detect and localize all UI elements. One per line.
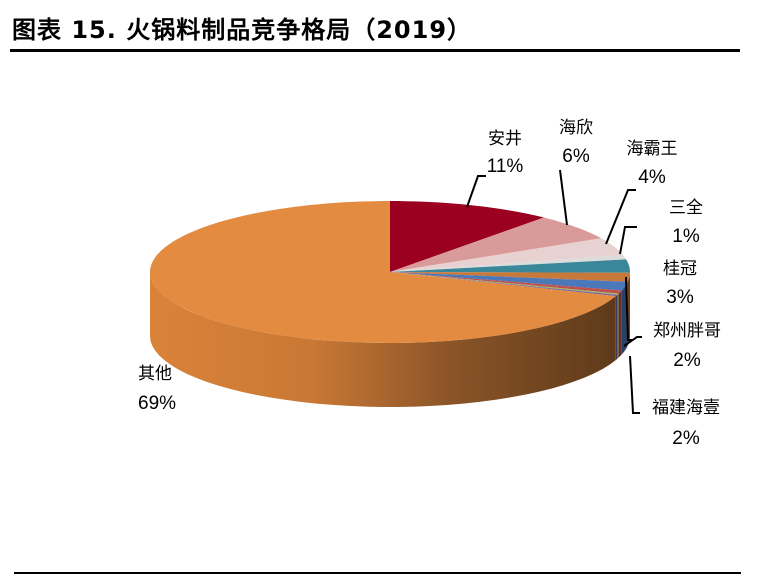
footer-rule	[14, 572, 741, 574]
leader-zhengzhou	[623, 336, 642, 347]
leader-haixin	[559, 169, 568, 226]
pie-slice-海欣	[390, 217, 602, 272]
label-name: 郑州胖哥	[653, 321, 721, 341]
pie-slice-sliver	[390, 272, 618, 297]
pie-side-其他	[150, 272, 616, 407]
label-pct: 6%	[562, 146, 590, 167]
data-labels: 安井 11% 海欣 6% 海霸王 4% 三全 1% 桂冠 3% 郑州胖哥 2% …	[138, 118, 721, 449]
pie-slice-三全	[390, 255, 627, 272]
pie-slice-福建海壹	[390, 272, 628, 291]
leader-anjing	[466, 175, 486, 208]
label-pct: 4%	[638, 167, 666, 188]
pie-slice-sliver	[390, 272, 619, 295]
leader-haibawang	[605, 189, 636, 245]
title-rule	[10, 49, 740, 52]
label-name: 安井	[488, 129, 522, 149]
label-pct: 2%	[672, 428, 700, 449]
figure-title: 图表 15. 火锅料制品竞争格局（2019）	[12, 16, 473, 44]
label-pct: 3%	[666, 287, 694, 308]
pie-side-sliver	[617, 293, 619, 359]
label-name: 三全	[669, 198, 703, 218]
pie-slice-桂冠	[390, 259, 630, 273]
label-name: 福建海壹	[652, 398, 720, 418]
pie-slice-sliver	[390, 272, 622, 294]
label-pct: 69%	[138, 393, 176, 414]
label-name: 其他	[138, 364, 172, 384]
pie-slice-郑州胖哥	[390, 272, 630, 282]
pie-side-sliver	[618, 290, 622, 358]
pie-slice-其他	[150, 201, 616, 343]
pie-side-sliver	[615, 294, 618, 361]
leader-lines	[466, 169, 642, 414]
leader-fujian	[629, 355, 640, 414]
leader-guiguan	[625, 276, 632, 341]
leader-sanquan	[619, 226, 637, 255]
label-name: 海欣	[559, 118, 593, 138]
pie-slice-安井	[390, 201, 544, 272]
label-pct: 11%	[487, 156, 524, 177]
label-pct: 2%	[673, 350, 701, 371]
pie-top-face	[150, 201, 630, 343]
label-name: 海霸王	[627, 139, 678, 159]
label-pct: 1%	[672, 226, 700, 247]
pie-slice-海霸王	[390, 238, 623, 272]
label-name: 桂冠	[663, 259, 697, 279]
